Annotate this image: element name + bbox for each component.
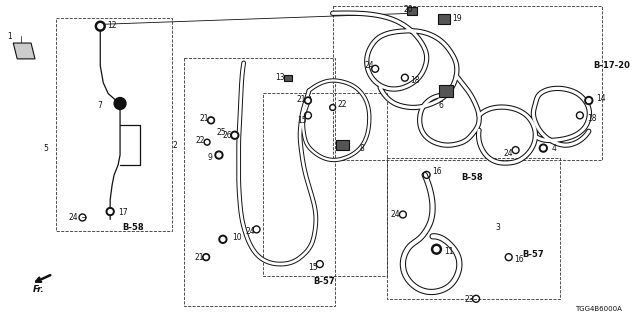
- Text: 16: 16: [433, 167, 442, 176]
- Text: 21: 21: [194, 253, 204, 262]
- Text: 7: 7: [97, 101, 102, 110]
- Text: Fr.: Fr.: [33, 285, 45, 294]
- Text: 11: 11: [444, 247, 454, 256]
- Circle shape: [217, 153, 221, 157]
- Bar: [335, 140, 349, 150]
- Circle shape: [207, 117, 214, 124]
- Text: 16: 16: [515, 255, 524, 264]
- Bar: [440, 85, 453, 97]
- Text: 10: 10: [232, 233, 241, 242]
- Text: 24: 24: [504, 148, 513, 157]
- Text: TGG4B6000A: TGG4B6000A: [575, 306, 622, 312]
- Bar: [438, 14, 451, 24]
- Bar: [56, 18, 172, 231]
- Text: 19: 19: [452, 14, 462, 23]
- Text: 14: 14: [596, 94, 605, 103]
- Circle shape: [95, 21, 105, 31]
- Text: B-58: B-58: [461, 173, 483, 182]
- Text: B-17-20: B-17-20: [593, 61, 630, 70]
- Circle shape: [203, 254, 209, 260]
- Polygon shape: [13, 43, 35, 59]
- Text: 21: 21: [199, 114, 209, 123]
- Circle shape: [306, 99, 310, 102]
- Circle shape: [219, 235, 227, 243]
- Text: 26: 26: [223, 131, 232, 140]
- Text: 25: 25: [217, 128, 227, 137]
- Text: 12: 12: [108, 21, 116, 30]
- Text: 6: 6: [438, 101, 444, 110]
- Bar: [333, 6, 602, 160]
- Circle shape: [305, 97, 312, 104]
- Circle shape: [209, 119, 212, 122]
- Circle shape: [98, 24, 103, 29]
- Text: B-58: B-58: [122, 223, 143, 232]
- Circle shape: [215, 151, 223, 159]
- Text: 24: 24: [68, 213, 78, 222]
- Bar: [387, 158, 560, 299]
- Text: 15: 15: [297, 116, 307, 125]
- Text: 9: 9: [207, 153, 212, 162]
- Circle shape: [221, 237, 225, 241]
- Text: 1: 1: [7, 32, 12, 41]
- Text: 13: 13: [275, 73, 285, 82]
- Circle shape: [331, 106, 334, 109]
- Circle shape: [114, 98, 126, 109]
- Text: 17: 17: [118, 208, 128, 217]
- Circle shape: [204, 139, 210, 145]
- Text: 24: 24: [364, 61, 374, 70]
- Text: 18: 18: [587, 114, 596, 123]
- Circle shape: [205, 141, 209, 144]
- Circle shape: [431, 244, 442, 254]
- Circle shape: [233, 133, 237, 137]
- Text: 22: 22: [338, 100, 347, 109]
- Text: 4: 4: [551, 144, 556, 153]
- Text: 5: 5: [43, 144, 48, 153]
- Text: B-57: B-57: [522, 250, 544, 259]
- Circle shape: [434, 247, 439, 252]
- Text: 8: 8: [360, 144, 364, 153]
- Bar: [184, 58, 335, 306]
- Text: 18: 18: [410, 76, 419, 85]
- Text: 24: 24: [390, 210, 399, 219]
- Text: 20: 20: [404, 5, 413, 14]
- Text: B-57: B-57: [313, 277, 335, 286]
- Text: 22: 22: [195, 136, 205, 145]
- Circle shape: [204, 255, 208, 259]
- Circle shape: [108, 210, 112, 213]
- Circle shape: [541, 146, 545, 150]
- Text: 3: 3: [496, 223, 500, 232]
- Text: 23: 23: [464, 295, 474, 304]
- Text: 24: 24: [246, 227, 255, 236]
- Circle shape: [330, 105, 335, 110]
- Circle shape: [106, 208, 114, 215]
- Circle shape: [540, 144, 547, 152]
- Circle shape: [587, 99, 591, 102]
- Circle shape: [585, 97, 593, 105]
- Bar: [284, 75, 292, 81]
- Circle shape: [231, 131, 239, 139]
- Text: 2: 2: [172, 140, 177, 150]
- Text: 15: 15: [308, 263, 317, 272]
- Bar: [407, 7, 417, 15]
- Bar: [264, 92, 387, 276]
- Text: 21: 21: [296, 95, 305, 104]
